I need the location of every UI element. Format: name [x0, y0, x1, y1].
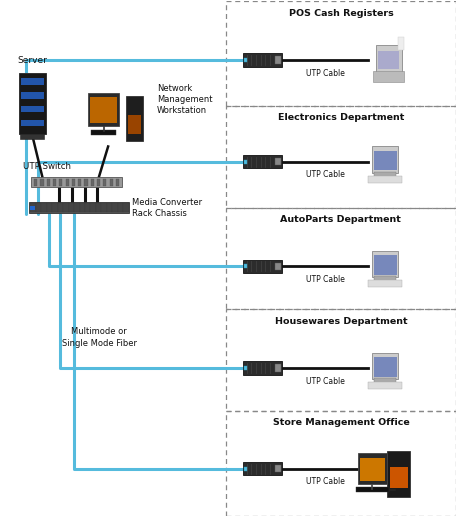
Bar: [19, 73, 46, 134]
Bar: [374, 276, 396, 281]
Bar: [90, 97, 117, 124]
Bar: [78, 178, 81, 186]
Bar: [378, 51, 399, 69]
Bar: [107, 203, 112, 212]
Bar: [275, 465, 281, 473]
Bar: [65, 178, 69, 186]
Bar: [244, 467, 247, 471]
Bar: [275, 364, 281, 372]
Bar: [374, 255, 397, 275]
Bar: [116, 178, 119, 186]
Bar: [42, 203, 47, 212]
Bar: [368, 280, 403, 287]
Bar: [399, 37, 404, 50]
Bar: [47, 203, 52, 212]
Bar: [29, 202, 128, 214]
Text: Store Management Office: Store Management Office: [272, 418, 409, 428]
Bar: [372, 251, 399, 277]
Bar: [72, 178, 75, 186]
Bar: [356, 486, 389, 492]
Bar: [21, 119, 43, 126]
Bar: [21, 78, 43, 85]
Bar: [34, 178, 37, 186]
Text: Multimode or
Single Mode Fiber: Multimode or Single Mode Fiber: [62, 327, 137, 348]
Bar: [368, 176, 403, 183]
Bar: [30, 206, 36, 209]
Bar: [244, 264, 247, 268]
Bar: [59, 178, 63, 186]
Bar: [69, 203, 74, 212]
Bar: [360, 458, 385, 481]
Bar: [85, 178, 88, 186]
Bar: [372, 353, 399, 379]
Text: AutoParts Department: AutoParts Department: [281, 215, 401, 224]
Text: UTP Cable: UTP Cable: [306, 376, 345, 386]
Bar: [85, 203, 90, 212]
Text: Media Converter
Rack Chassis: Media Converter Rack Chassis: [132, 198, 202, 218]
Bar: [101, 203, 107, 212]
Bar: [390, 467, 408, 488]
Bar: [52, 203, 58, 212]
Bar: [244, 58, 247, 62]
Bar: [275, 263, 281, 270]
Text: Electronics Department: Electronics Department: [278, 113, 404, 122]
Bar: [373, 71, 404, 82]
Text: UTP Cable: UTP Cable: [306, 275, 345, 284]
Bar: [91, 130, 117, 135]
Bar: [80, 203, 85, 212]
Bar: [126, 96, 143, 142]
Bar: [358, 453, 387, 484]
Bar: [90, 203, 96, 212]
Bar: [96, 203, 101, 212]
Text: Server: Server: [17, 55, 47, 65]
Bar: [103, 178, 106, 186]
Bar: [21, 134, 44, 139]
Bar: [243, 155, 282, 169]
Bar: [63, 203, 69, 212]
Bar: [374, 151, 397, 171]
Bar: [275, 56, 281, 64]
Text: UTP Cable: UTP Cable: [306, 171, 345, 179]
Bar: [47, 178, 50, 186]
Bar: [53, 178, 56, 186]
Bar: [97, 178, 100, 186]
Bar: [368, 382, 403, 389]
Bar: [112, 203, 117, 212]
Bar: [244, 366, 247, 370]
Bar: [31, 177, 122, 187]
Bar: [374, 172, 396, 176]
Bar: [123, 203, 128, 212]
Text: Network
Management
Workstation: Network Management Workstation: [157, 84, 213, 115]
Bar: [275, 158, 281, 165]
Bar: [110, 178, 113, 186]
Bar: [40, 178, 43, 186]
Bar: [376, 45, 402, 72]
Bar: [90, 178, 94, 186]
Text: UTP Cable: UTP Cable: [306, 477, 345, 486]
Bar: [128, 115, 141, 134]
Bar: [74, 203, 80, 212]
Bar: [372, 146, 399, 173]
Bar: [388, 451, 410, 497]
Text: UTP Switch: UTP Switch: [23, 162, 71, 171]
Bar: [117, 203, 123, 212]
Bar: [36, 203, 42, 212]
Bar: [243, 53, 282, 67]
Bar: [243, 260, 282, 273]
Bar: [374, 378, 396, 383]
Bar: [244, 160, 247, 164]
Text: UTP Cable: UTP Cable: [306, 69, 345, 78]
Bar: [21, 106, 43, 112]
Bar: [243, 462, 282, 476]
Bar: [58, 203, 63, 212]
Text: Housewares Department: Housewares Department: [275, 316, 407, 326]
Bar: [88, 93, 119, 126]
Bar: [374, 357, 397, 376]
Bar: [243, 361, 282, 375]
Bar: [31, 203, 36, 212]
Text: POS Cash Registers: POS Cash Registers: [288, 8, 393, 18]
Bar: [21, 92, 43, 99]
